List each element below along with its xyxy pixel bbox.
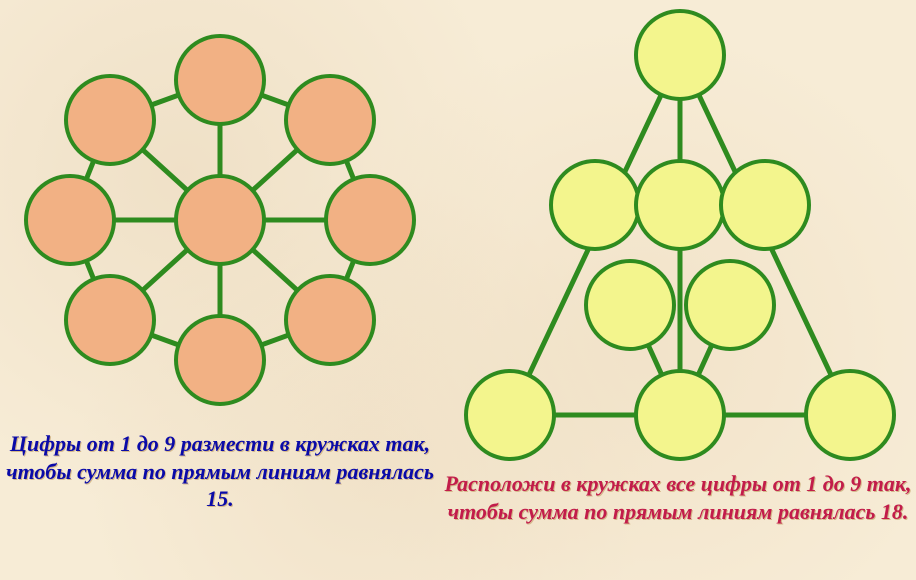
node-circle: [721, 161, 809, 249]
node-circle: [326, 176, 414, 264]
node-circle: [176, 36, 264, 124]
right-caption: Расположи в кружках все цифры от 1 до 9 …: [440, 470, 916, 525]
node-circle: [466, 371, 554, 459]
page-root: Цифры от 1 до 9 размести в кружках так, …: [0, 0, 916, 580]
node-circle: [66, 276, 154, 364]
node-circle: [636, 161, 724, 249]
node-circle: [176, 316, 264, 404]
node-circle: [636, 11, 724, 99]
right-diagram: [440, 0, 916, 480]
left-caption-text: Цифры от 1 до 9 размести в кружках так, …: [6, 431, 434, 511]
right-caption-text: Расположи в кружках все цифры от 1 до 9 …: [445, 471, 912, 524]
left-puzzle: [10, 10, 430, 430]
node-circle: [66, 76, 154, 164]
node-circle: [636, 371, 724, 459]
node-circle: [551, 161, 639, 249]
node-circle: [26, 176, 114, 264]
right-puzzle: [440, 0, 916, 480]
node-circle: [286, 76, 374, 164]
node-circle: [806, 371, 894, 459]
node-circle: [686, 261, 774, 349]
node-circle: [286, 276, 374, 364]
node-circle: [176, 176, 264, 264]
node-circle: [586, 261, 674, 349]
left-caption: Цифры от 1 до 9 размести в кружках так, …: [0, 430, 440, 513]
left-diagram: [10, 10, 430, 430]
